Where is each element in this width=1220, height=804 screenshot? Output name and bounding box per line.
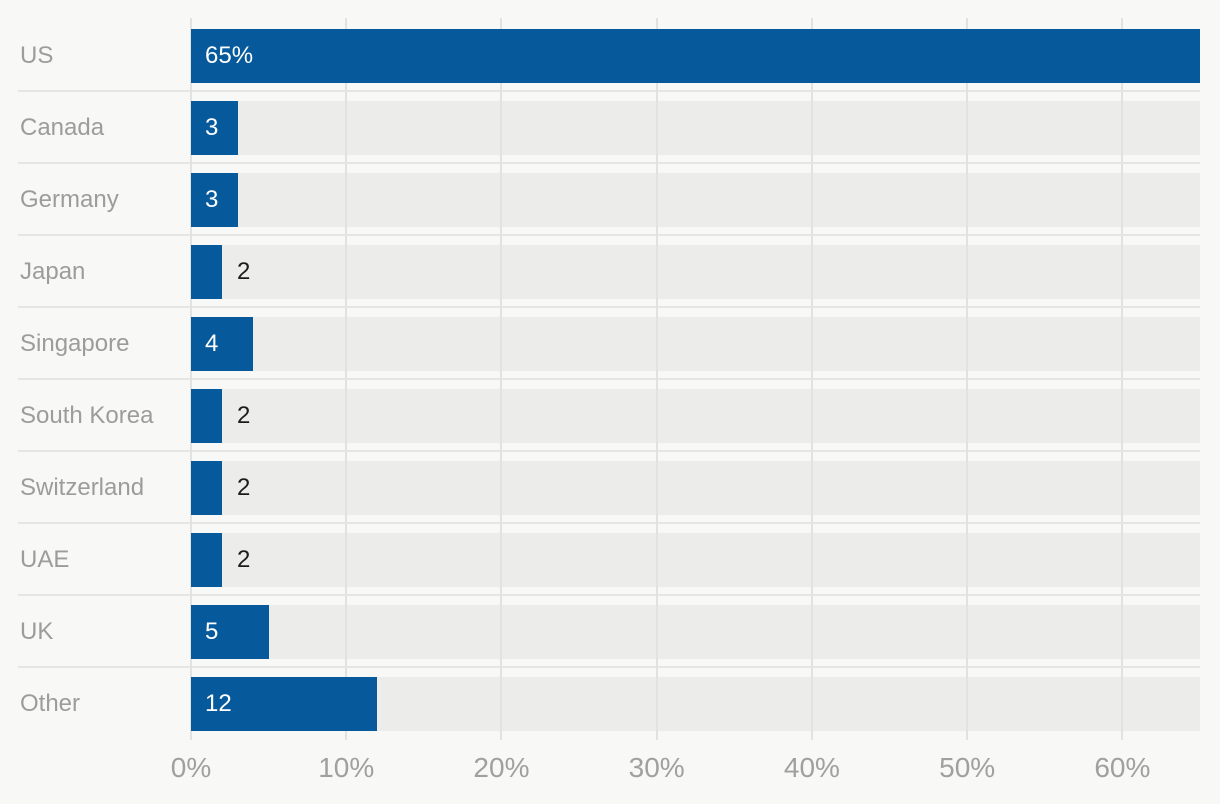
bar (191, 389, 223, 443)
category-label: Germany (20, 186, 119, 213)
bar: 3 (191, 173, 238, 227)
value-label: 12 (205, 690, 232, 717)
chart-row: 4 (191, 317, 1200, 371)
plot-area: 0% 10% 20% 30% 40% 50% 60% 65% 3 3 2 4 2 2 2 5 12 (171, 18, 1200, 783)
bar-track (191, 317, 1200, 371)
bar: 3 (191, 101, 238, 155)
value-label: 2 (237, 258, 251, 285)
bar (191, 533, 223, 587)
chart-row: 3 (191, 101, 1200, 155)
gridline (655, 18, 658, 731)
x-axis-tick-label: 30% (628, 752, 685, 783)
bar-track (191, 245, 1200, 299)
bar: 5 (191, 605, 269, 659)
value-label: 4 (205, 330, 219, 357)
row-separator (18, 162, 1200, 164)
value-label: 3 (205, 114, 219, 141)
axis-tick (500, 731, 503, 740)
chart-row: 2 (191, 245, 1200, 299)
chart-row: 12 (191, 677, 1200, 731)
row-separator (18, 306, 1200, 308)
category-label: Switzerland (20, 474, 145, 501)
chart-row: 5 (191, 605, 1200, 659)
axis-tick (810, 731, 813, 740)
x-axis-tick-label: 0% (170, 752, 212, 783)
row-separator (18, 594, 1200, 596)
x-axis-tick-label: 10% (318, 752, 375, 783)
value-label: 2 (237, 546, 251, 573)
value-label: 2 (237, 474, 251, 501)
x-axis-tick-label: 20% (473, 752, 530, 783)
axis-tick (345, 731, 348, 740)
category-label: UAE (20, 546, 70, 573)
axis-tick (966, 731, 969, 740)
x-axis-tick-label: 60% (1094, 752, 1151, 783)
gridline (500, 18, 503, 731)
bar-track (191, 101, 1200, 155)
bar-track (191, 605, 1200, 659)
bar-track (191, 533, 1200, 587)
gridline (966, 18, 969, 731)
value-label: 5 (205, 618, 219, 645)
row-separator (18, 666, 1200, 668)
category-label: UK (20, 618, 54, 645)
row-separator (18, 378, 1200, 380)
row-separator (18, 90, 1200, 92)
row-separator (18, 522, 1200, 524)
axis-tick (655, 731, 658, 740)
x-axis-tick-label: 50% (939, 752, 996, 783)
chart-row: 2 (191, 461, 1200, 515)
gridline (190, 18, 192, 731)
row-separator (18, 234, 1200, 236)
bar-track (191, 389, 1200, 443)
chart-row: 2 (191, 389, 1200, 443)
gridline (1121, 18, 1124, 731)
category-label: Other (20, 690, 81, 717)
gridline (345, 18, 348, 731)
chart-row: 65% (191, 29, 1200, 83)
gridline (810, 18, 813, 731)
chart-row: 2 (191, 533, 1200, 587)
category-label: Singapore (20, 330, 130, 357)
bar-track (191, 461, 1200, 515)
bar: 65% (191, 29, 1200, 83)
bar: 4 (191, 317, 254, 371)
value-label: 2 (237, 402, 251, 429)
bar: 12 (191, 677, 378, 731)
bar (191, 245, 223, 299)
bar-track (191, 173, 1200, 227)
axis-tick (1121, 731, 1124, 740)
x-axis-tick-label: 40% (783, 752, 840, 783)
value-label: 65% (205, 42, 254, 69)
category-label: Canada (20, 114, 105, 141)
axis-tick (190, 731, 192, 740)
category-label: US (20, 42, 54, 69)
value-label: 3 (205, 186, 219, 213)
chart-row: 3 (191, 173, 1200, 227)
row-separator (18, 450, 1200, 452)
category-label: South Korea (20, 402, 154, 429)
category-label: Japan (20, 258, 86, 285)
bar (191, 461, 223, 515)
